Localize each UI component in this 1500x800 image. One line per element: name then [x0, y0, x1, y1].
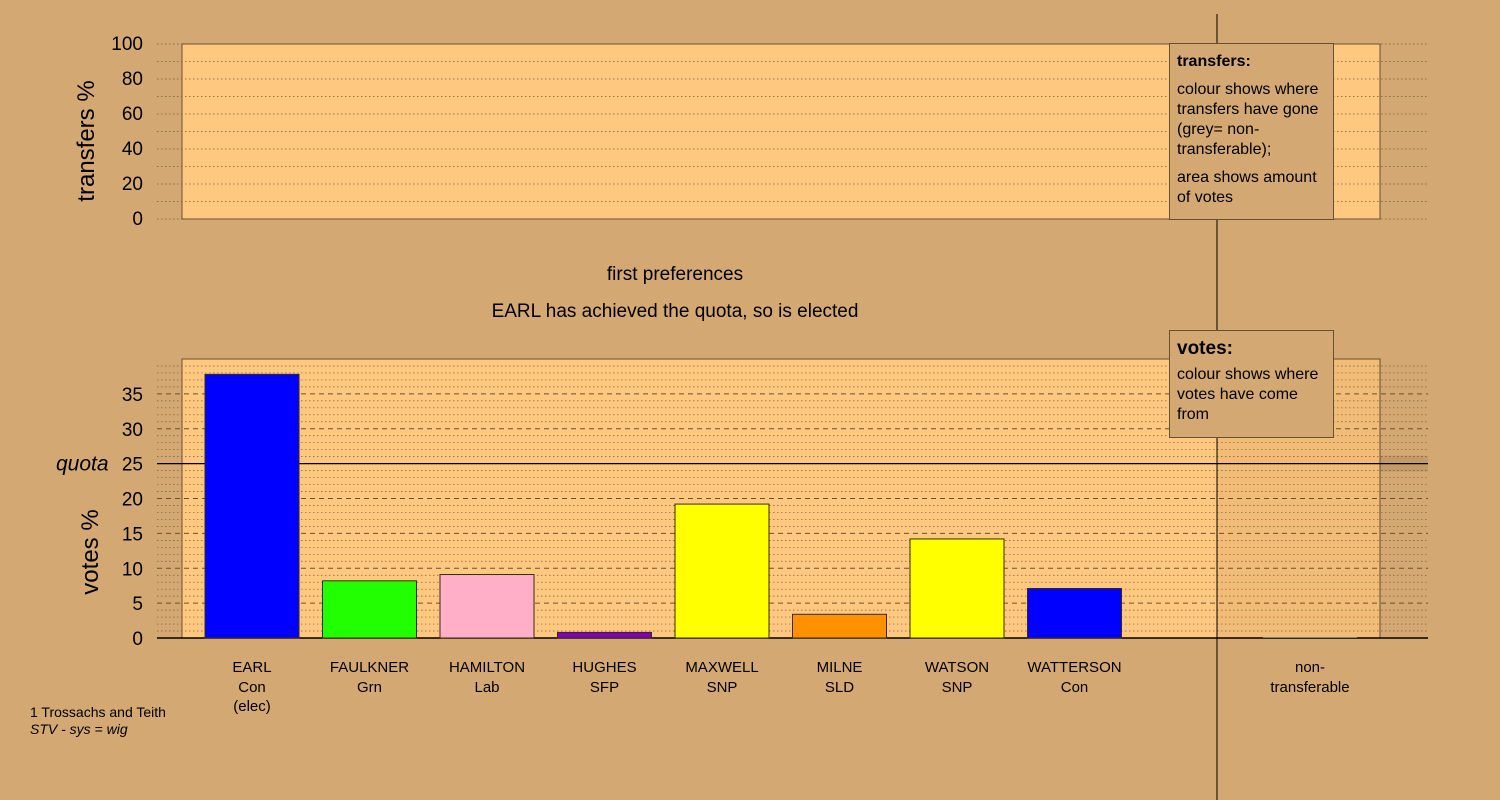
candidate-party-label: SLD	[825, 679, 854, 696]
footer: 1 Trossachs and Teith STV - sys = wig	[30, 704, 166, 738]
bar-hamilton	[439, 574, 535, 639]
system-label: STV - sys = wig	[30, 721, 128, 737]
candidate-party-label: SNP	[707, 679, 738, 696]
bar-maxwell	[674, 503, 770, 639]
candidate-name-label: FAULKNER	[330, 659, 409, 676]
votes-legend-title: votes:	[1177, 338, 1233, 359]
transfers-y-tick-label: 60	[122, 104, 143, 125]
votes-y-tick-label: 0	[132, 629, 143, 650]
votes-y-tick-label: 15	[122, 524, 143, 545]
candidate-name-label: WATTERSON	[1027, 659, 1121, 676]
candidate-name-label: HAMILTON	[449, 659, 525, 676]
votes-y-tick-label: 25	[122, 455, 143, 476]
nontransferable-label-1: non-	[1295, 659, 1325, 676]
candidate-party-label: Con	[1061, 679, 1089, 696]
candidate-name-label: WATSON	[925, 659, 989, 676]
candidate-party-label: SFP	[590, 679, 619, 696]
transfers-y-tick-label: 20	[122, 174, 143, 195]
candidate-name-label: MILNE	[817, 659, 863, 676]
candidate-party-label: Lab	[474, 679, 499, 696]
votes-y-tick-label: 30	[122, 420, 143, 441]
votes-y-tick-label: 20	[122, 490, 143, 511]
constituency-label: 1 Trossachs and Teith	[30, 704, 166, 720]
candidate-party-label: Con	[238, 679, 266, 696]
bar-faulkner	[322, 580, 417, 639]
transfers-y-tick-label: 100	[111, 34, 143, 55]
transfers-y-tick-label: 0	[132, 209, 143, 230]
bar-watterson	[1027, 587, 1122, 639]
votes-y-axis-label: votes %	[77, 509, 104, 594]
bar-watson	[909, 538, 1005, 639]
candidate-status-label: (elec)	[233, 698, 271, 715]
chart-subtitle: first preferences	[607, 264, 743, 285]
candidate-name-label: HUGHES	[572, 659, 636, 676]
candidate-name-label: MAXWELL	[685, 659, 758, 676]
bar-milne	[792, 613, 887, 639]
nontransferable-label-2: transferable	[1270, 679, 1349, 696]
chart-title: EARL has achieved the quota, so is elect…	[492, 301, 859, 322]
transfers-y-tick-label: 40	[122, 139, 143, 160]
votes-y-tick-label: 5	[132, 594, 143, 615]
votes-legend-text-1: colour shows where votes have come from	[1177, 366, 1319, 423]
transfers-y-tick-label: 80	[122, 69, 143, 90]
votes-y-tick-label: 35	[122, 385, 143, 406]
transfers-legend-text-1: colour shows where transfers have gone (…	[1177, 81, 1319, 158]
bar-hughes	[557, 631, 652, 639]
votes-legend: votes: colour shows where votes have com…	[1169, 330, 1334, 438]
bar-earl	[204, 373, 300, 639]
candidate-party-label: Grn	[357, 679, 382, 696]
transfers-y-axis-label: transfers %	[73, 80, 100, 201]
transfers-legend: transfers: colour shows where transfers …	[1169, 43, 1334, 220]
bar-nontransferable	[1263, 637, 1357, 638]
candidate-party-label: SNP	[942, 679, 973, 696]
candidate-name-label: EARL	[232, 659, 271, 676]
transfers-legend-text-2: area shows amount of votes	[1177, 169, 1317, 206]
transfers-legend-title: transfers:	[1177, 53, 1251, 70]
quota-label: quota	[56, 453, 109, 476]
votes-y-tick-label: 10	[122, 559, 143, 580]
